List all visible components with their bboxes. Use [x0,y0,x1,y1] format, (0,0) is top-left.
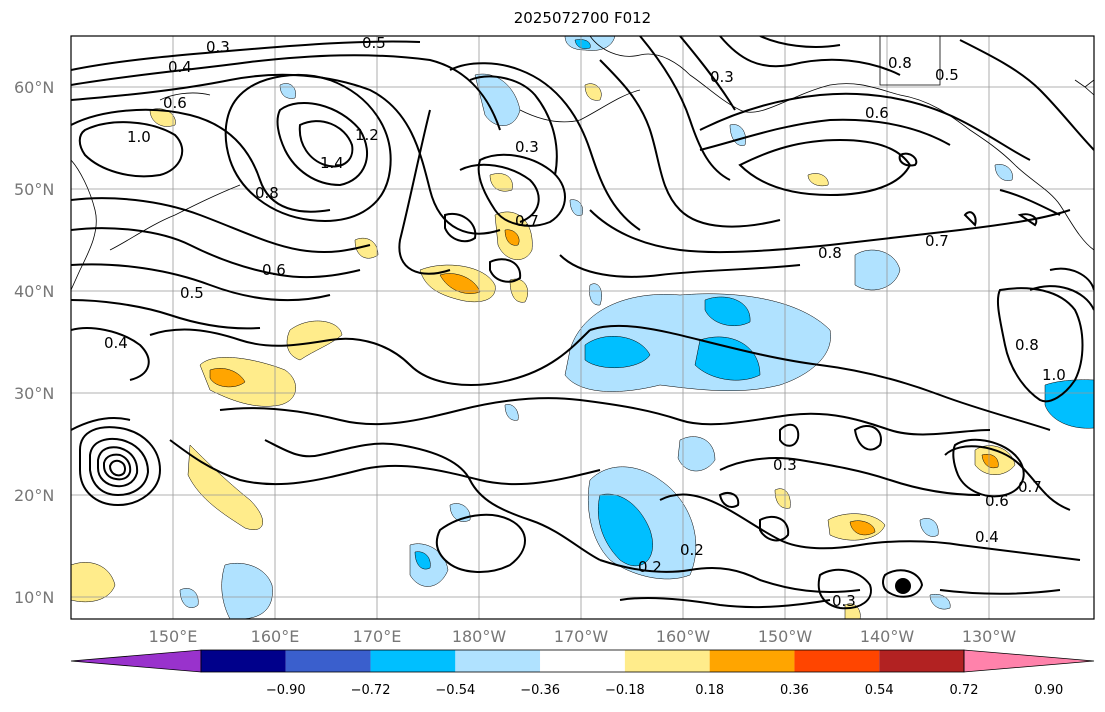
colorbar-extend-low [70,649,202,673]
contour-label: 0.3 [773,456,797,474]
lon-label: 160°W [656,627,711,646]
contour-label: 0.3 [710,68,734,86]
colorbar-segment [879,650,964,672]
lat-label: 30°N [14,384,54,403]
contour-label: 0.6 [163,94,187,112]
lat-label: 60°N [14,78,54,97]
colorbar-segment [709,650,795,672]
contour-label: 0.7 [1018,478,1042,496]
contour-lines [71,36,1094,610]
shading-negative [179,36,1094,619]
colorbar-segment [455,650,541,672]
contour-label: 0.5 [180,284,204,302]
contour-label: 0.8 [818,244,842,262]
lon-label: 130°W [962,627,1017,646]
contour-label: 0.8 [255,184,279,202]
contour-label: 0.6 [865,104,889,122]
colorbar-segment [201,650,286,672]
lon-label: 160°E [251,627,300,646]
colorbar-segment [624,650,710,672]
lon-label: 140°W [860,627,915,646]
contour-label: 0.7 [515,212,539,230]
shading-positive [71,83,1016,619]
colorbar-tick-label: −0.36 [520,683,560,698]
colorbar-tick-label: 0.90 [1034,683,1063,698]
colorbar-tick-label: 0.18 [695,683,724,698]
lat-label: 10°N [14,588,54,607]
colorbar-tick-label: −0.54 [435,683,475,698]
colorbar-border [200,649,965,673]
colorbar-segment [370,650,456,672]
contour-label: 0.8 [1015,336,1039,354]
lon-label: 170°W [554,627,609,646]
lon-label: 180°W [452,627,507,646]
contour-label: 0.6 [985,492,1009,510]
lon-label: 150°W [758,627,813,646]
longitude-labels: 150°E 160°E 170°E 180°W 170°W 160°W 150°… [149,627,1017,646]
contour-label: 0.4 [104,334,128,352]
colorbar-extend-high [963,649,1095,673]
contour-label: 0.7 [925,232,949,250]
colorbar-tick-label: 0.72 [950,683,979,698]
colorbar-segment [794,650,880,672]
map-border [70,35,1095,620]
contour-label: 0.3 [206,38,230,56]
contour-label: 0.4 [168,58,192,76]
colorbar-tick-label: −0.90 [266,683,306,698]
lon-label: 150°E [149,627,198,646]
contour-label: 0.2 [680,541,704,559]
contour-label: 1.0 [127,128,151,146]
lat-label: 40°N [14,282,54,301]
contour-label: 1.4 [320,154,344,172]
contour-label: 0.3 [832,592,856,610]
contour-label: 0.6 [262,261,286,279]
contour-label: 0.8 [888,54,912,72]
contour-label: 1.0 [1042,366,1066,384]
colorbar-segment [540,650,625,672]
contour-label: 0.2 [638,558,662,576]
lat-label: 20°N [14,486,54,505]
contour-label: 0.3 [515,138,539,156]
lat-label: 50°N [14,180,54,199]
colorbar-tick-label: −0.72 [351,683,391,698]
contour-label-group: 0.3 0.4 0.5 0.6 1.0 0.8 1.4 1.2 0.3 0.7 … [104,34,1066,610]
gridlines [71,36,1094,619]
colorbar: −0.90 −0.72 −0.54 −0.36 −0.18 0.18 0.36 0.54 0.7… [70,649,1095,698]
contour-label: 1.2 [355,126,379,144]
coastlines [71,36,1094,291]
latitude-labels: 60°N 50°N 40°N 30°N 20°N 10°N [14,78,54,607]
storm-marker [895,578,911,594]
colorbar-tick-label: 0.36 [780,683,809,698]
contour-label: 0.5 [935,66,959,84]
colorbar-tick-label: 0.54 [865,683,894,698]
contour-label: 0.4 [975,528,999,546]
colorbar-segment [285,650,371,672]
contour-label: 0.5 [362,34,386,52]
colorbar-tick-label: −0.18 [605,683,645,698]
map-title: 2025072700 F012 [513,9,652,27]
lon-label: 170°E [353,627,402,646]
